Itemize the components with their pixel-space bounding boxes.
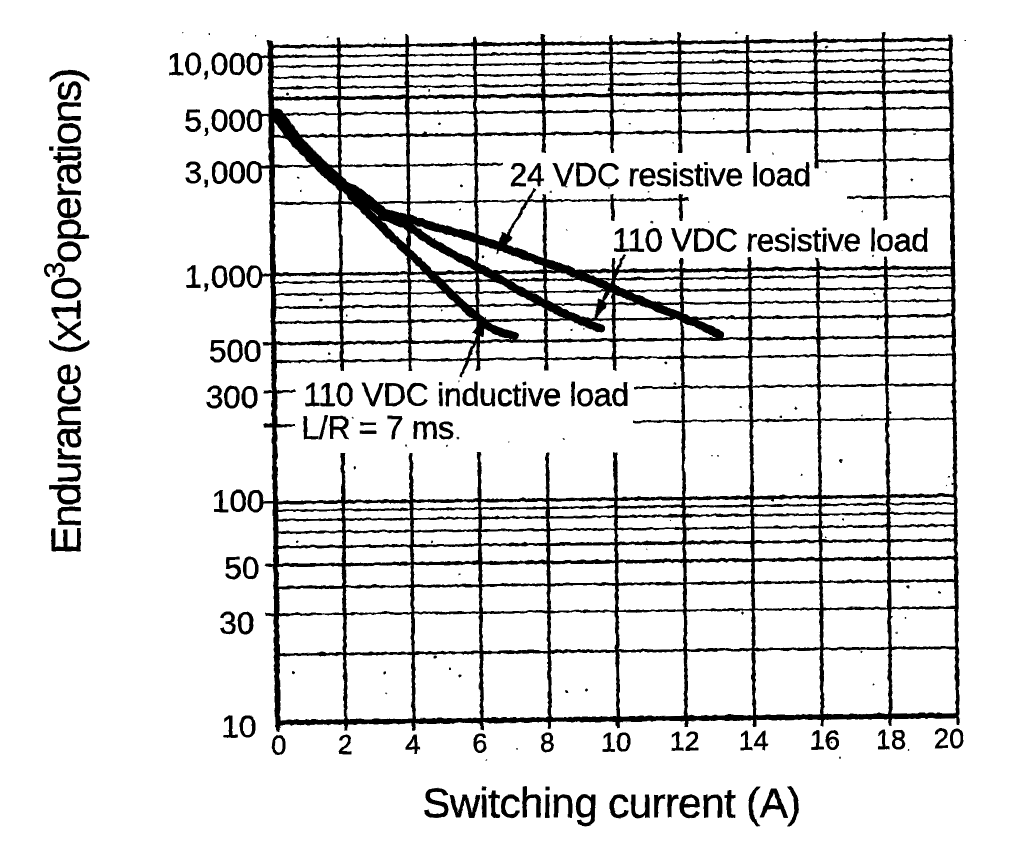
svg-text:8: 8: [539, 728, 554, 758]
svg-text:50: 50: [224, 550, 259, 586]
svg-text:Endurance (x103operations): Endurance (x103operations): [39, 69, 89, 554]
svg-text:110 VDC inductive load: 110 VDC inductive load: [303, 377, 628, 413]
svg-text:2: 2: [337, 729, 352, 759]
svg-text:6: 6: [472, 728, 487, 758]
svg-text:110 VDC resistive load: 110 VDC resistive load: [612, 222, 929, 258]
svg-text:18: 18: [876, 724, 906, 754]
svg-text:300: 300: [205, 379, 258, 415]
svg-text:500: 500: [208, 333, 261, 369]
svg-text:5,000: 5,000: [184, 102, 263, 138]
svg-text:20: 20: [934, 724, 964, 754]
svg-text:Switching current (A): Switching current (A): [422, 779, 800, 826]
svg-text:12: 12: [669, 726, 699, 756]
svg-text:24 VDC resistive load: 24 VDC resistive load: [509, 157, 810, 193]
svg-text:10,000: 10,000: [167, 46, 263, 82]
svg-text:L/R = 7 ms: L/R = 7 ms: [301, 410, 454, 446]
svg-text:30: 30: [219, 605, 254, 641]
svg-text:4: 4: [405, 729, 420, 759]
svg-text:10: 10: [601, 727, 631, 757]
svg-text:14: 14: [738, 726, 768, 756]
svg-text:10: 10: [221, 708, 256, 744]
svg-text:16: 16: [809, 725, 839, 755]
svg-text:1,000: 1,000: [184, 258, 263, 294]
svg-text:0: 0: [271, 730, 286, 760]
svg-text:100: 100: [211, 483, 264, 519]
svg-text:3,000: 3,000: [184, 154, 263, 190]
